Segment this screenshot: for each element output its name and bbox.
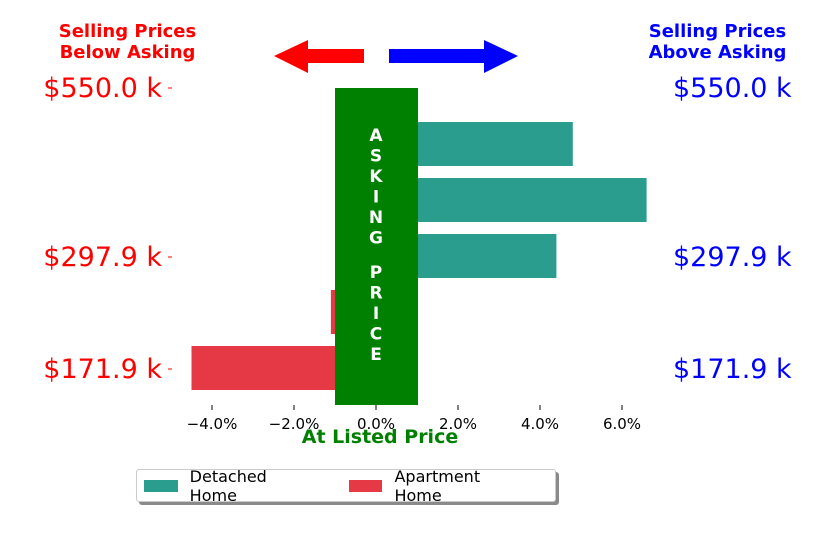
- asking-price-letter: K: [369, 167, 383, 187]
- left-arrow-icon: [274, 40, 364, 73]
- asking-price-letter: R: [369, 284, 382, 304]
- x-axis: −4.0% −2.0% 0.0% 2.0% 4.0% 6.0%: [187, 405, 641, 433]
- above-asking-header: Selling Prices Above Asking: [648, 21, 787, 63]
- y-ticks: [168, 87, 172, 370]
- asking-price-letter: I: [373, 304, 379, 324]
- asking-price-letter: A: [369, 126, 383, 146]
- x-axis-label: At Listed Price: [301, 426, 459, 448]
- x-tick-label: 2.0%: [439, 415, 477, 433]
- asking-price-letter: S: [370, 147, 382, 167]
- direction-arrows: [274, 40, 518, 73]
- legend-item-apartment: Apartment Home: [348, 466, 531, 505]
- asking-price-letter: N: [369, 208, 383, 228]
- left-price-label: $297.9 k: [43, 242, 162, 273]
- legend-swatch: [348, 479, 383, 492]
- asking-price-letter: G: [369, 229, 383, 249]
- asking-price-letter: I: [373, 188, 379, 208]
- left-price-label: $550.0 k: [43, 73, 162, 104]
- detached-home-bar: [376, 178, 647, 222]
- asking-price-letter: E: [370, 345, 382, 365]
- legend-label: Detached Home: [189, 466, 267, 505]
- below-asking-header: Selling Prices Below Asking: [58, 21, 197, 63]
- x-tick-label: 6.0%: [603, 415, 641, 433]
- right-price-label: $550.0 k: [673, 73, 792, 104]
- asking-price-letter: P: [370, 263, 382, 283]
- x-tick-label: 4.0%: [521, 415, 559, 433]
- asking-price-letter: C: [370, 325, 382, 345]
- legend-label: Apartment Home: [394, 466, 481, 505]
- right-price-label: $171.9 k: [673, 354, 792, 385]
- legend: Detached Home Apartment Home: [136, 466, 556, 505]
- right-price-label: $297.9 k: [673, 242, 792, 273]
- bars-layer: [191, 122, 647, 390]
- legend-swatch: [144, 479, 178, 492]
- left-price-label: $171.9 k: [43, 354, 162, 385]
- x-tick-label: −4.0%: [187, 415, 238, 433]
- x-tick-label: −2.0%: [269, 415, 320, 433]
- asking-price-band-rect: [335, 88, 418, 405]
- legend-item-detached: Detached Home: [144, 467, 318, 505]
- right-arrow-icon: [389, 40, 518, 73]
- x-tick-label: 0.0%: [357, 415, 395, 433]
